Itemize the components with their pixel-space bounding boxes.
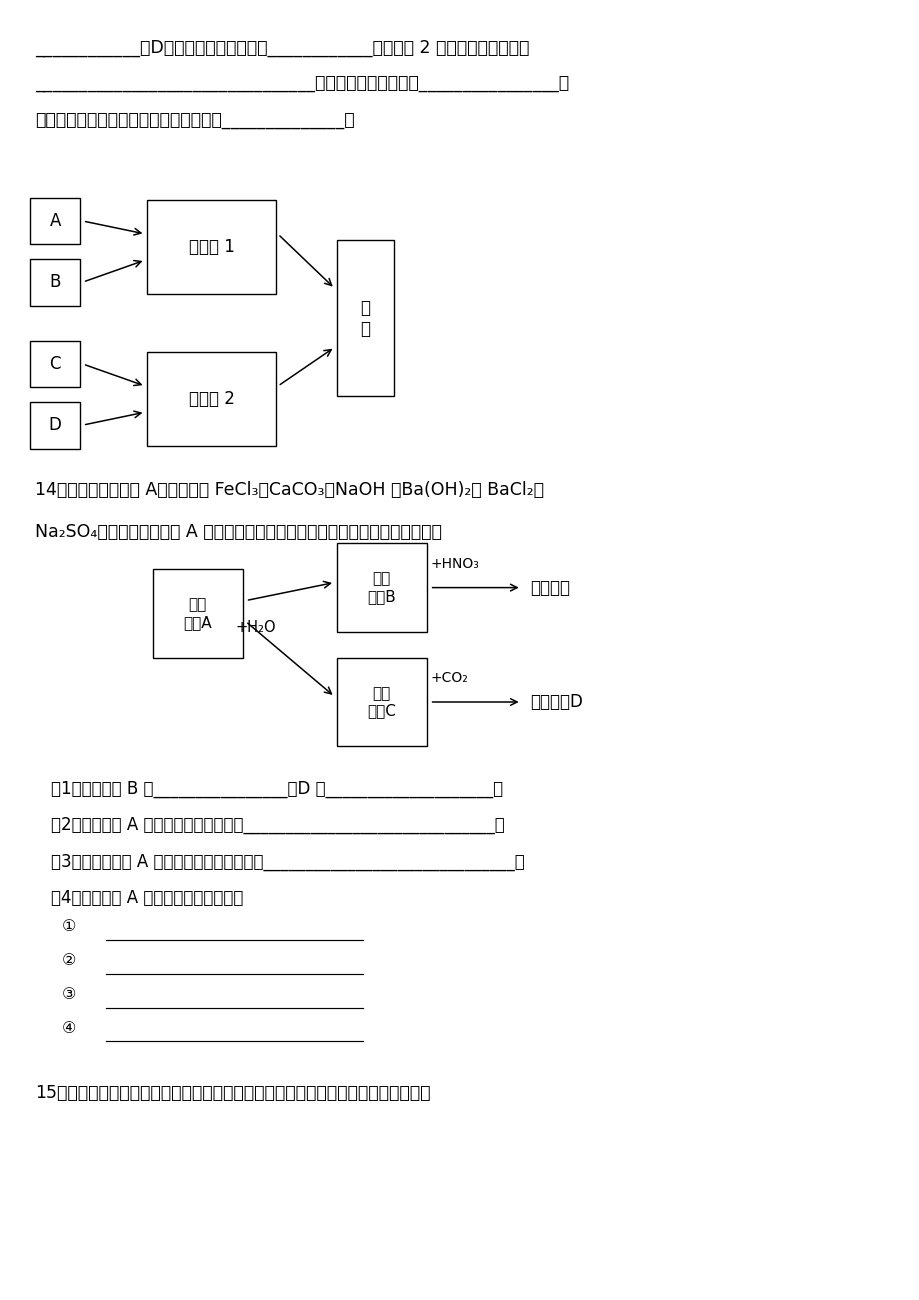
Text: 白色沉淤D: 白色沉淤D	[529, 693, 582, 711]
Text: 白色
沉淤B: 白色 沉淤B	[367, 572, 396, 603]
Text: ________________________________，反应的化学方程式为________________，: ________________________________，反应的化学方程…	[35, 75, 569, 94]
Bar	[336, 658, 426, 746]
Bar	[147, 200, 276, 294]
Bar	[336, 240, 393, 396]
Text: 反应池 1: 反应池 1	[188, 238, 234, 256]
Text: A: A	[50, 212, 61, 230]
Bar	[30, 341, 81, 387]
Bar	[30, 259, 81, 305]
Bar	[147, 352, 276, 446]
Bar	[336, 543, 426, 632]
Text: ②: ②	[62, 953, 76, 968]
Text: （1）白色沉淤 B 是________________，D 是____________________；: （1）白色沉淤 B 是________________，D 是_________…	[51, 780, 502, 798]
Text: +CO₂: +CO₂	[430, 671, 468, 685]
Bar	[30, 198, 81, 244]
Text: ④: ④	[62, 1020, 76, 1036]
Text: 白色
固体A: 白色 固体A	[183, 598, 212, 629]
Text: C: C	[50, 355, 61, 373]
Text: ____________，D车间排放的废水中含有____________。反应池 2 中可观察到的现象是: ____________，D车间排放的废水中含有____________。反应池…	[35, 39, 528, 57]
Text: 反应池 2: 反应池 2	[188, 390, 234, 408]
Text: +HNO₃: +HNO₃	[430, 556, 479, 571]
Text: （3）若白色固体 A 中只含两种物质，它们是______________________________；: （3）若白色固体 A 中只含两种物质，它们是__________________…	[51, 853, 524, 871]
Text: Na₂SO₄中的几种，取少量 A 做如下实验，主要现象如图所示。试用化学式填空：: Na₂SO₄中的几种，取少量 A 做如下实验，主要现象如图所示。试用化学式填空：	[35, 523, 441, 541]
Bar	[30, 402, 81, 448]
Text: 无色
溶液C: 无色 溶液C	[367, 686, 396, 718]
Text: 14．有一包白色固体 A，可能含有 FeCl₃、CaCO₃、NaOH 、Ba(OH)₂、 BaCl₂、: 14．有一包白色固体 A，可能含有 FeCl₃、CaCO₃、NaOH 、Ba(O…	[35, 481, 543, 499]
Text: （4）白色固体 A 还有哪些可能的组成：: （4）白色固体 A 还有哪些可能的组成：	[51, 889, 243, 907]
Bar	[153, 569, 243, 658]
Text: 15．如图所示是初中阶段常见几种物质间的全部转化关系，请按要求回答下列问题。: 15．如图所示是初中阶段常见几种物质间的全部转化关系，请按要求回答下列问题。	[35, 1084, 430, 1102]
Text: 最后排入河流的废液中含有的主要物质是______________。: 最后排入河流的废液中含有的主要物质是______________。	[35, 112, 354, 130]
Text: 河
流: 河 流	[360, 299, 369, 338]
Text: +H₂O: +H₂O	[235, 620, 276, 636]
Text: D: D	[49, 416, 62, 434]
Text: （2）白色固体 A 中一定不存在的物质是______________________________；: （2）白色固体 A 中一定不存在的物质是____________________…	[51, 816, 504, 835]
Text: ①: ①	[62, 919, 76, 935]
Text: ③: ③	[62, 987, 76, 1002]
Text: 全部溨解: 全部溨解	[529, 578, 569, 597]
Text: B: B	[50, 273, 61, 291]
